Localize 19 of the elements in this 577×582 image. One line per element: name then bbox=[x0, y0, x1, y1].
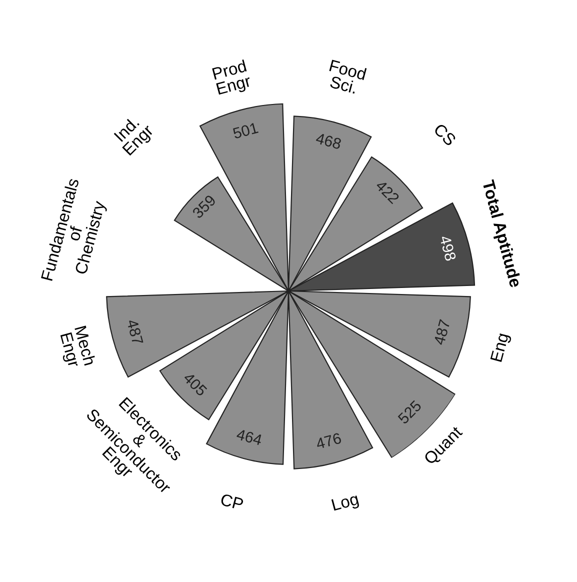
data-label: 487 bbox=[126, 318, 144, 346]
data-label: 359 bbox=[192, 194, 216, 220]
data-label: 405 bbox=[182, 372, 208, 397]
data-label: 468 bbox=[315, 132, 342, 150]
category-label: CP bbox=[220, 493, 244, 510]
category-label: Mech Engr bbox=[57, 325, 96, 369]
category-label: Prod Engr bbox=[212, 59, 252, 98]
category-label: Food Sci. bbox=[329, 59, 367, 94]
category-label: Eng bbox=[490, 332, 512, 363]
data-label: 464 bbox=[236, 428, 263, 446]
data-label: 501 bbox=[232, 122, 259, 139]
data-label: 476 bbox=[315, 432, 342, 450]
data-label: 525 bbox=[397, 400, 422, 425]
data-label: 487 bbox=[433, 319, 450, 346]
data-label: 422 bbox=[375, 179, 400, 204]
category-label: CS bbox=[433, 122, 457, 146]
category-label: Total Aptitude bbox=[479, 179, 522, 289]
category-label: Log bbox=[331, 493, 360, 514]
data-label: 498 bbox=[440, 234, 456, 262]
